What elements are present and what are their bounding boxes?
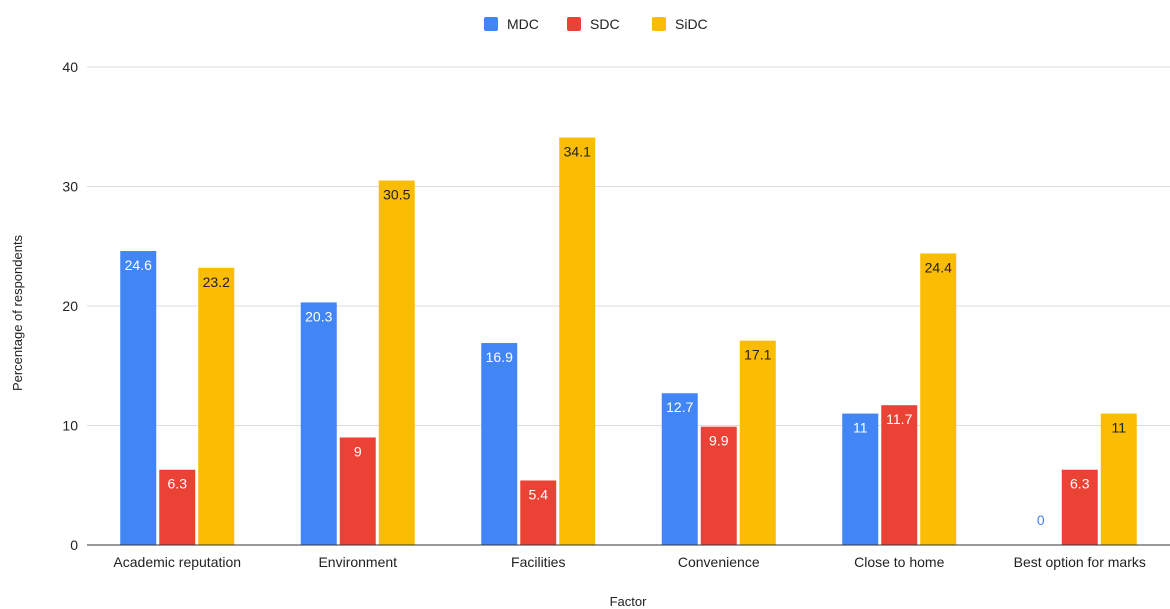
- bar-sdc: [1061, 469, 1098, 545]
- data-label-sdc: 6.3: [168, 476, 188, 492]
- bar-sidc: [920, 253, 957, 546]
- y-tick-label: 10: [62, 418, 78, 434]
- legend-swatch: [567, 17, 581, 31]
- x-tick-label: Environment: [318, 554, 397, 570]
- x-tick-label: Academic reputation: [113, 554, 241, 570]
- legend-swatch: [652, 17, 666, 31]
- data-label-sdc: 6.3: [1070, 476, 1090, 492]
- data-labels: 24.6 6.3 23.2 20.3 9 30.5 16.9 5.4 34.1 12.7 9.9 17…: [125, 144, 1127, 528]
- bar-sdc: [339, 437, 376, 545]
- data-label-sidc: 23.2: [203, 274, 230, 290]
- bar-sdc: [159, 469, 196, 545]
- y-axis-title: Percentage of respondents: [10, 234, 25, 391]
- bar-mdc: [300, 302, 337, 545]
- data-label-sdc: 5.4: [529, 486, 549, 502]
- bar-mdc: [661, 393, 698, 545]
- data-label-sdc: 11.7: [886, 411, 912, 427]
- bar-sidc: [198, 267, 235, 545]
- legend: MDC SDC SiDC: [484, 16, 708, 32]
- legend-swatch: [484, 17, 498, 31]
- data-label-mdc: 11: [853, 420, 868, 436]
- bar-sidc: [739, 340, 776, 545]
- legend-item-sidc: SiDC: [652, 16, 708, 32]
- x-tick-label: Close to home: [854, 554, 944, 570]
- bar-sidc: [378, 180, 415, 545]
- data-label-sdc: 9.9: [709, 433, 729, 449]
- bar-mdc: [481, 343, 518, 545]
- y-axis-ticks: 0 10 20 30 40: [62, 59, 78, 553]
- bars: [120, 137, 1137, 546]
- bar-mdc: [842, 413, 879, 545]
- y-tick-label: 0: [70, 537, 78, 553]
- bar-sdc: [520, 480, 557, 545]
- bar-sidc: [1100, 413, 1137, 545]
- data-label-mdc: 12.7: [666, 399, 693, 415]
- data-label-sidc: 11: [1111, 420, 1126, 436]
- legend-label: SDC: [590, 16, 620, 32]
- y-tick-label: 30: [62, 179, 78, 195]
- legend-label: SiDC: [675, 16, 708, 32]
- data-label-sidc: 30.5: [383, 187, 410, 203]
- data-label-mdc: 0: [1037, 512, 1045, 528]
- x-tick-label: Convenience: [678, 554, 760, 570]
- data-label-sidc: 34.1: [564, 144, 591, 160]
- x-axis-ticks: Academic reputation Environment Facilities…: [113, 554, 1145, 570]
- data-label-mdc: 16.9: [486, 349, 513, 365]
- bar-mdc: [120, 251, 157, 545]
- y-tick-label: 40: [62, 59, 78, 75]
- data-label-sidc: 24.4: [925, 259, 952, 275]
- bar-sidc: [559, 137, 596, 545]
- gridlines: [87, 66, 1170, 426]
- legend-label: MDC: [507, 16, 539, 32]
- y-tick-label: 20: [62, 298, 78, 314]
- data-label-mdc: 20.3: [305, 308, 332, 324]
- x-tick-label: Best option for marks: [1014, 554, 1146, 570]
- data-label-mdc: 24.6: [125, 257, 152, 273]
- x-tick-label: Facilities: [511, 554, 565, 570]
- x-axis-title: Factor: [610, 594, 648, 609]
- data-label-sidc: 17.1: [744, 347, 771, 363]
- legend-item-sdc: SDC: [567, 16, 620, 32]
- legend-item-mdc: MDC: [484, 16, 539, 32]
- bar-sdc: [881, 405, 918, 545]
- bar-sdc: [700, 426, 737, 545]
- data-label-sdc: 9: [354, 443, 362, 459]
